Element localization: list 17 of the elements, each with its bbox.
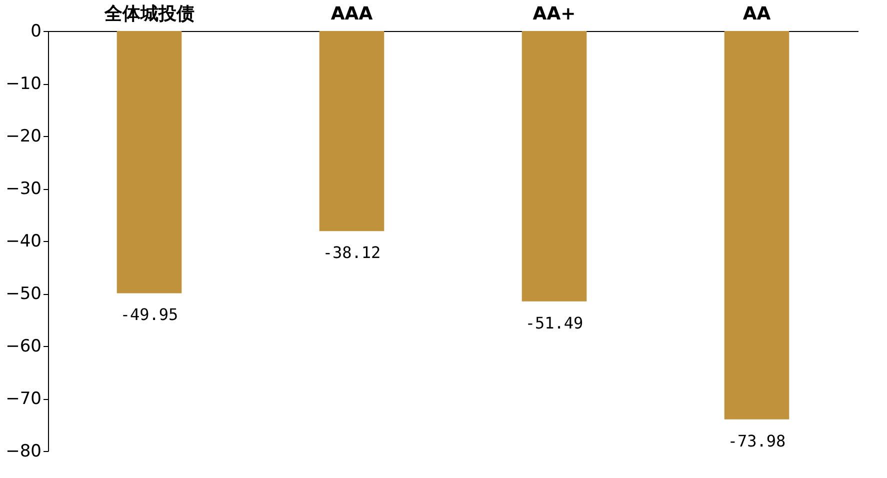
y-tick-label: −70: [6, 389, 42, 409]
y-tick-label: −50: [6, 284, 42, 304]
data-label: -38.12: [322, 243, 381, 262]
data-label: -73.98: [728, 431, 786, 450]
x-tick-label: 全体城投债: [103, 4, 194, 24]
y-tick-label: −80: [6, 442, 42, 462]
y-tick-label: −60: [6, 336, 42, 356]
y-tick-label: 0: [30, 22, 42, 42]
y-tick-label: −30: [6, 179, 42, 199]
data-label: -49.95: [120, 305, 178, 324]
y-tick-label: −40: [6, 232, 42, 252]
y-tick-label: −10: [6, 74, 42, 94]
x-tick-label: AAA: [330, 4, 373, 24]
x-tick-label: AA+: [532, 4, 576, 24]
x-tick-label: AA: [742, 4, 771, 24]
y-tick-label: −20: [6, 126, 42, 146]
data-label: -51.49: [525, 313, 584, 332]
